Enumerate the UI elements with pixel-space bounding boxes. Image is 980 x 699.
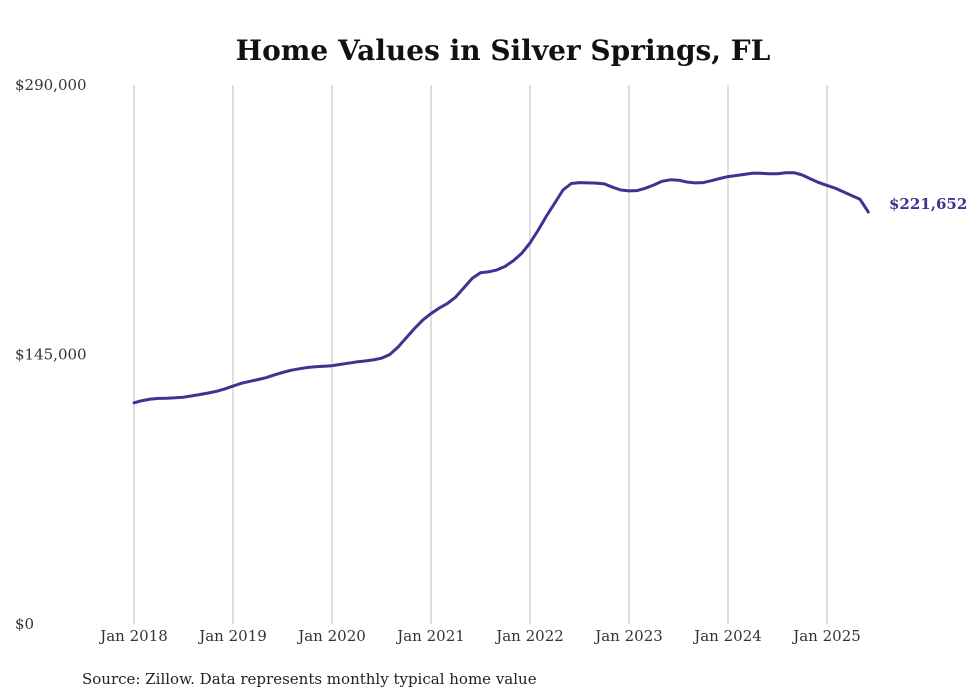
x-tick-label: Jan 2018	[98, 627, 168, 645]
x-axis: Jan 2018 Jan 2019 Jan 2020 Jan 2021 Jan 2022…	[98, 627, 861, 645]
y-tick-label: $145,000	[15, 346, 87, 364]
chart-title: Home Values in Silver Springs, FL	[236, 34, 771, 67]
x-tick-label: Jan 2019	[197, 627, 267, 645]
x-tick-label: Jan 2023	[593, 627, 663, 645]
x-tick-label: Jan 2021	[395, 627, 465, 645]
x-tick-label: Jan 2022	[494, 627, 564, 645]
y-tick-label: $0	[15, 615, 34, 633]
source-note: Source: Zillow. Data represents monthly …	[82, 670, 537, 688]
end-value-label: $221,652	[889, 195, 967, 213]
x-tick-label: Jan 2025	[791, 627, 861, 645]
y-tick-label: $290,000	[15, 76, 87, 94]
grid-layer	[133, 85, 828, 624]
y-axis: $0 $145,000 $290,000	[15, 76, 87, 633]
x-tick-label: Jan 2024	[692, 627, 762, 645]
x-tick-label: Jan 2020	[296, 627, 366, 645]
series-line	[132, 171, 870, 405]
